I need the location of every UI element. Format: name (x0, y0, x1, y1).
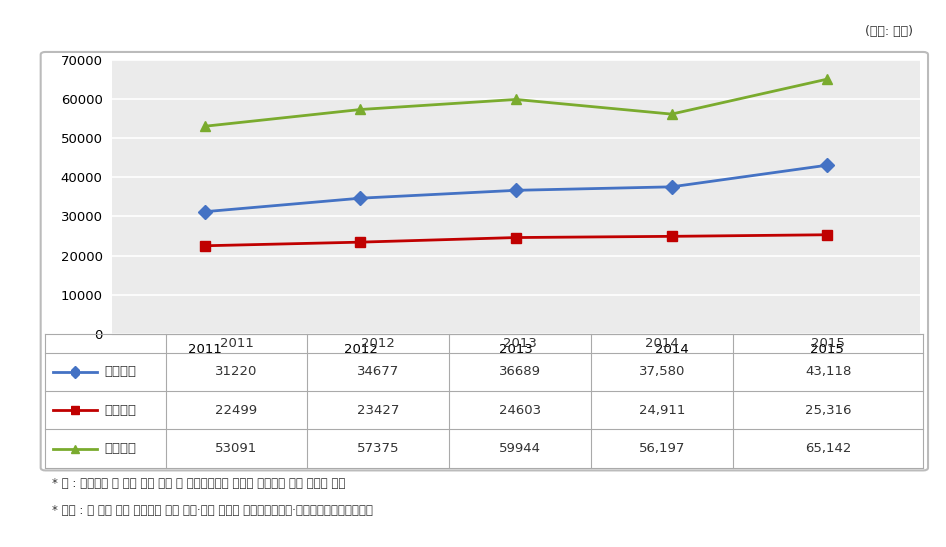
Text: 2012: 2012 (361, 337, 395, 350)
Text: 37,580: 37,580 (639, 365, 686, 379)
Text: 24,911: 24,911 (639, 404, 686, 417)
Text: 2014: 2014 (645, 337, 679, 350)
Text: 25,316: 25,316 (805, 404, 851, 417)
Text: 34677: 34677 (358, 365, 399, 379)
Text: 2013: 2013 (503, 337, 537, 350)
Text: 2015: 2015 (812, 337, 845, 350)
Text: 24603: 24603 (499, 404, 541, 417)
Text: 53091: 53091 (216, 442, 257, 455)
Text: 2011: 2011 (219, 337, 254, 350)
Text: 57375: 57375 (358, 442, 399, 455)
Text: 22499: 22499 (216, 404, 257, 417)
Text: (단위: 억원): (단위: 억원) (865, 25, 913, 38)
Text: 59944: 59944 (499, 442, 541, 455)
Text: * 주 : 연구장비 및 시설 구축 투자 등 연구개발단계 분류가 불가능한 경우 기타로 분류: * 주 : 연구장비 및 시설 구축 투자 등 연구개발단계 분류가 불가능한 … (52, 477, 345, 490)
Text: 56,197: 56,197 (639, 442, 686, 455)
Text: 개발연구: 개발연구 (104, 442, 136, 455)
Text: 65,142: 65,142 (805, 442, 851, 455)
Text: 31220: 31220 (216, 365, 257, 379)
Text: 기초연구: 기초연구 (104, 365, 136, 379)
Text: 응용연구: 응용연구 (104, 404, 136, 417)
Text: * 출처 : 각 년도 국가 연구개발 사업 조사·분석 보고서 미래창조과학부·한국과학기술기획평가원: * 출처 : 각 년도 국가 연구개발 사업 조사·분석 보고서 미래창조과학부… (52, 504, 373, 517)
Text: 23427: 23427 (358, 404, 399, 417)
Text: 43,118: 43,118 (805, 365, 851, 379)
Text: 36689: 36689 (499, 365, 541, 379)
